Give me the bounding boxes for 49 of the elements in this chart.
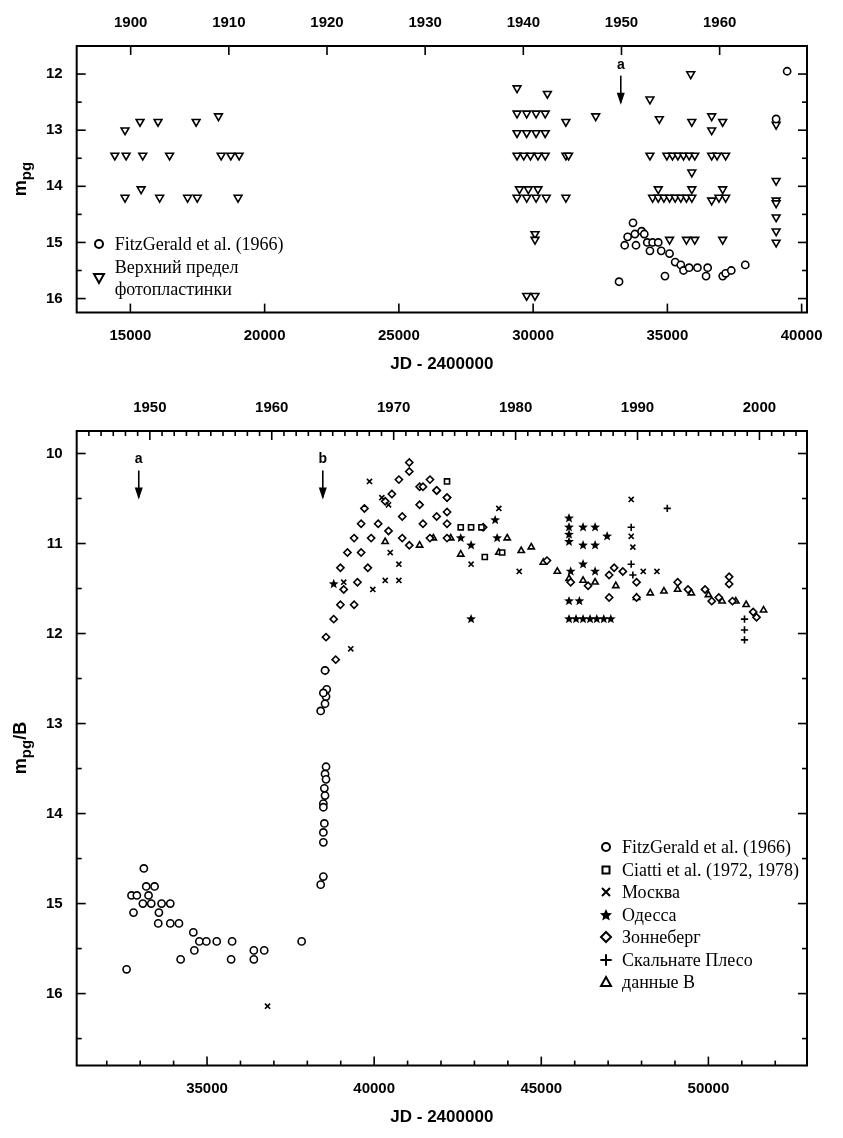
x2-tick-label: 2000	[742, 398, 777, 416]
x-tick-label: 40000	[353, 1078, 396, 1096]
x-tick-label: 25000	[378, 325, 420, 343]
x-tick-label: 45000	[520, 1078, 563, 1096]
y-tick-label: 12	[46, 64, 63, 82]
x-tick-label: 30000	[512, 325, 554, 343]
y-tick-label: 10	[46, 443, 63, 461]
annotation: b	[318, 450, 328, 467]
x2-tick-label: 1900	[113, 13, 148, 31]
y-tick-label: 11	[46, 533, 63, 551]
legend-label: Ciatti et al. (1972, 1978)	[622, 858, 799, 882]
x2-tick-label: 1980	[498, 398, 533, 416]
x-tick-label: 35000	[646, 325, 689, 343]
legend-label: FitzGerald et al. (1966)	[114, 233, 284, 256]
x2-tick-label: 1950	[604, 13, 639, 31]
annotation: a	[134, 450, 143, 467]
y-tick-label: 13	[46, 120, 63, 138]
y-tick-label: 15	[46, 893, 63, 911]
x2-tick-label: 1940	[506, 13, 540, 31]
x2-tick-label: 1930	[408, 13, 442, 31]
x-tick-label: 35000	[186, 1078, 228, 1096]
y-tick-label: 14	[46, 803, 64, 821]
x2-tick-label: 1950	[133, 398, 167, 416]
y-tick-label: 15	[46, 232, 63, 250]
y-tick-label: 16	[46, 288, 63, 306]
legend-label: Одесса	[622, 903, 677, 927]
y-tick-label: 14	[46, 176, 64, 194]
legend-label: Скальнате Плесо	[622, 948, 753, 972]
x-axis-title: JD - 2400000	[390, 1107, 494, 1127]
x2-tick-label: 1990	[620, 398, 655, 416]
x2-tick-label: 1910	[212, 13, 246, 31]
legend-label: данные B	[622, 971, 696, 994]
x-tick-label: 40000	[780, 325, 823, 343]
legend-label: FitzGerald et al. (1966)	[622, 836, 791, 859]
x2-tick-label: 1960	[702, 13, 737, 31]
x2-tick-label: 1960	[255, 398, 289, 416]
legend-label: Москва	[622, 881, 681, 904]
x-tick-label: 50000	[687, 1078, 730, 1096]
x-axis-title: JD - 2400000	[390, 354, 494, 374]
x2-tick-label: 1920	[310, 13, 344, 31]
x-tick-label: 20000	[243, 325, 286, 343]
x-tick-label: 15000	[109, 325, 152, 343]
x2-tick-label: 1970	[377, 398, 411, 416]
legend-label: Верхний предел фотопластинки	[114, 255, 240, 301]
legend-label: Зоннеберг	[622, 926, 701, 949]
y-tick-label: 13	[46, 713, 63, 731]
annotation: a	[616, 55, 625, 72]
y-tick-label: 12	[46, 623, 63, 641]
y-tick-label: 16	[46, 983, 63, 1001]
